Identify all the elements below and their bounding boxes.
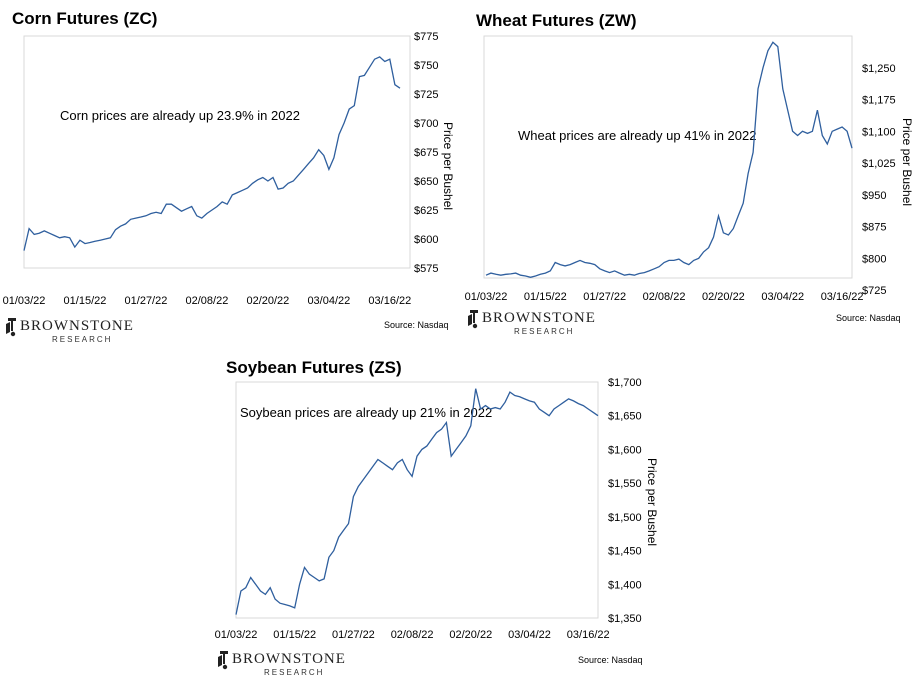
corn-x-tick-label: 01/15/22 [64, 295, 107, 307]
wheat-x-tick-label: 02/08/22 [643, 291, 686, 303]
corn-y-tick-label: $775 [414, 31, 438, 43]
soy-y-tick-label: $1,550 [608, 478, 642, 490]
corn-x-tick-label: 03/04/22 [307, 295, 350, 307]
soy-x-tick-label: 01/27/22 [332, 629, 375, 641]
wheat-y-tick-label: $1,025 [862, 158, 896, 170]
corn-brand-logo: BROWNSTONE RESEARCH [6, 318, 134, 344]
soy-source: Source: Nasdaq [578, 655, 643, 665]
soy-y-tick-label: $1,350 [608, 613, 642, 625]
soy-y-tick-label: $1,400 [608, 579, 642, 591]
wheat-y-axis-label: Price per Bushel [900, 118, 914, 206]
soy-x-tick-label: 03/04/22 [508, 629, 551, 641]
wheat-plot-frame [483, 35, 853, 279]
soy-y-ticks: $1,350 $1,400 $1,450 $1,500 $1,550 $1,600 $1,6… [608, 377, 642, 625]
wheat-x-tick-label: 02/20/22 [702, 291, 745, 303]
wheat-x-tick-label: 01/03/22 [465, 291, 508, 303]
soy-chart-title: Soybean Futures (ZS) [226, 358, 402, 377]
corn-y-axis-label: Price per Bushel [441, 122, 455, 210]
wheat-y-tick-label: $1,175 [862, 95, 896, 107]
soy-x-tick-label: 01/15/22 [273, 629, 316, 641]
brownstone-logo-icon [6, 318, 16, 337]
soy-brand-logo: BROWNSTONE RESEARCH [218, 651, 346, 677]
corn-x-ticks: 01/03/22 01/15/22 01/27/22 02/08/22 02/20/22… [3, 295, 412, 307]
corn-y-tick-label: $650 [414, 176, 438, 188]
corn-y-ticks: $575 $600 $625 $650 $675 $700 $725 $750 $775 [414, 31, 438, 275]
wheat-chart-title: Wheat Futures (ZW) [476, 11, 637, 30]
soy-x-tick-label: 02/20/22 [449, 629, 492, 641]
corn-x-tick-label: 02/08/22 [186, 295, 229, 307]
corn-y-tick-label: $675 [414, 147, 438, 159]
corn-y-tick-label: $625 [414, 205, 438, 217]
soy-x-ticks: 01/03/22 01/15/22 01/27/22 02/08/22 02/20/22… [215, 629, 610, 641]
wheat-y-tick-label: $1,250 [862, 63, 896, 75]
wheat-x-tick-label: 01/15/22 [524, 291, 567, 303]
soy-x-tick-label: 02/08/22 [391, 629, 434, 641]
wheat-y-tick-label: $800 [862, 253, 886, 265]
wheat-y-tick-label: $950 [862, 190, 886, 202]
wheat-y-ticks: $725 $800 $875 $950 $1,025 $1,100 $1,175 $1,250 [862, 63, 896, 297]
brand-name: BROWNSTONE [232, 651, 346, 667]
soy-series-line [235, 388, 599, 615]
wheat-y-tick-label: $1,100 [862, 126, 896, 138]
soy-plot-frame [235, 381, 599, 619]
brand-sub: RESEARCH [514, 327, 574, 336]
corn-y-tick-label: $725 [414, 89, 438, 101]
soy-y-tick-label: $1,500 [608, 512, 642, 524]
wheat-annotation: Wheat prices are already up 41% in 2022 [518, 128, 756, 143]
corn-series-line [23, 56, 401, 251]
wheat-source: Source: Nasdaq [836, 313, 901, 323]
soy-y-tick-label: $1,600 [608, 444, 642, 456]
corn-y-tick-label: $750 [414, 60, 438, 72]
wheat-x-tick-label: 01/27/22 [583, 291, 626, 303]
brownstone-logo-icon [468, 310, 478, 329]
corn-y-tick-label: $600 [414, 234, 438, 246]
wheat-brand-logo: BROWNSTONE RESEARCH [468, 310, 596, 336]
soy-panel: Soybean Futures (ZS) Soybean prices are … [215, 358, 659, 641]
corn-y-tick-label: $700 [414, 118, 438, 130]
soy-y-tick-label: $1,650 [608, 411, 642, 423]
brand-sub: RESEARCH [264, 668, 324, 677]
corn-annotation: Corn prices are already up 23.9% in 2022 [60, 108, 300, 123]
brand-name: BROWNSTONE [20, 318, 134, 334]
corn-y-tick-label: $575 [414, 263, 438, 275]
corn-source: Source: Nasdaq [384, 320, 449, 330]
corn-x-tick-label: 02/20/22 [246, 295, 289, 307]
soy-y-tick-label: $1,700 [608, 377, 642, 389]
brand-sub: RESEARCH [52, 335, 112, 344]
wheat-y-tick-label: $875 [862, 222, 886, 234]
corn-panel: Corn Futures (ZC) Corn prices are alread… [3, 9, 455, 307]
wheat-y-tick-label: $725 [862, 285, 886, 297]
corn-chart-title: Corn Futures (ZC) [12, 9, 157, 28]
brownstone-logo-icon [218, 651, 228, 670]
wheat-x-tick-label: 03/16/22 [821, 291, 864, 303]
brand-name: BROWNSTONE [482, 310, 596, 326]
corn-x-tick-label: 01/27/22 [125, 295, 168, 307]
wheat-panel: Wheat Futures (ZW) Wheat prices are alre… [465, 11, 914, 303]
soy-x-tick-label: 01/03/22 [215, 629, 258, 641]
wheat-x-tick-label: 03/04/22 [761, 291, 804, 303]
soy-y-tick-label: $1,450 [608, 546, 642, 558]
wheat-x-ticks: 01/03/22 01/15/22 01/27/22 02/08/22 02/20/22… [465, 291, 864, 303]
soy-y-axis-label: Price per Bushel [645, 458, 659, 546]
corn-x-tick-label: 01/03/22 [3, 295, 46, 307]
soy-annotation: Soybean prices are already up 21% in 202… [240, 405, 492, 420]
corn-x-tick-label: 03/16/22 [368, 295, 411, 307]
soy-x-tick-label: 03/16/22 [567, 629, 610, 641]
wheat-series-line [485, 41, 853, 278]
corn-plot-frame [23, 35, 411, 269]
